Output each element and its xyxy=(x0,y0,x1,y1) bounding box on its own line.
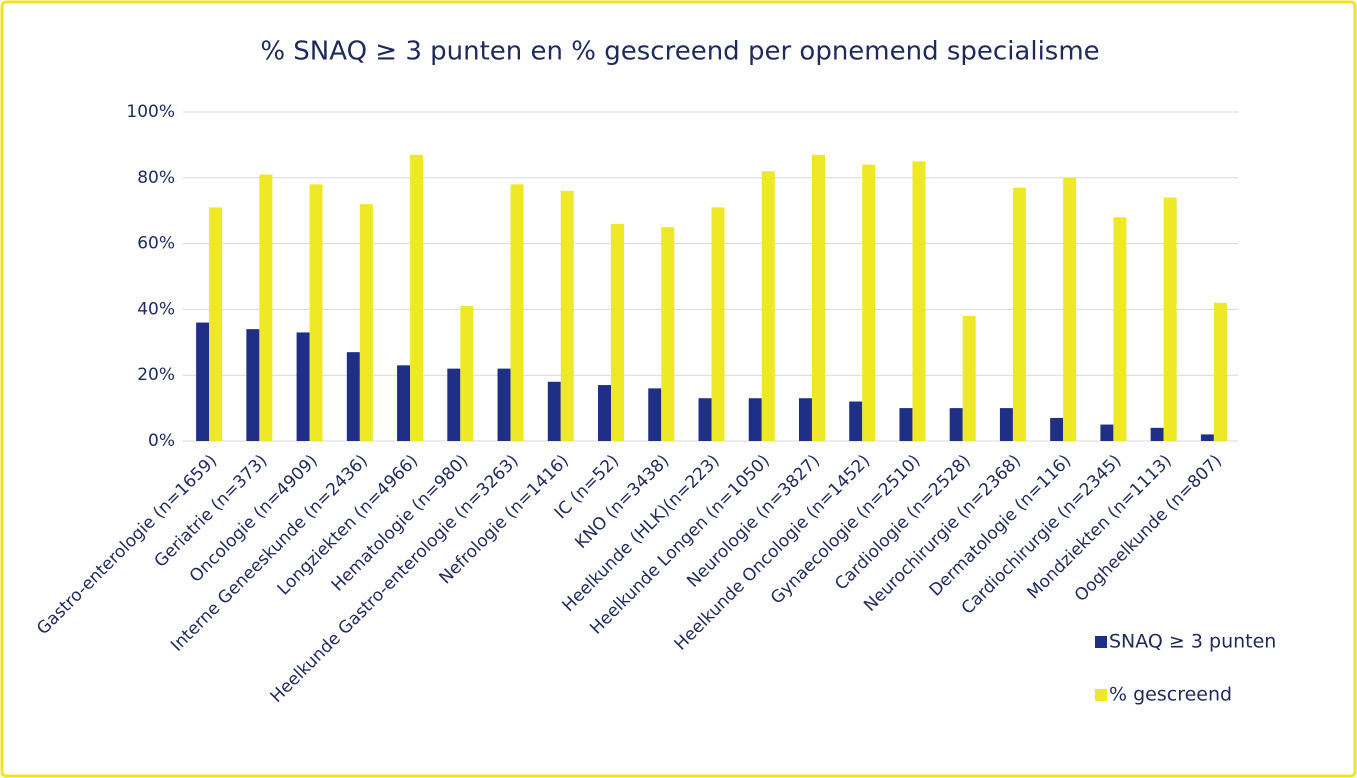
bar xyxy=(510,184,524,441)
bar xyxy=(196,322,210,441)
bar xyxy=(912,161,926,441)
bar xyxy=(711,207,725,441)
chart-title: % SNAQ ≥ 3 punten en % gescreend per opn… xyxy=(260,37,1099,67)
y-tick-label: 100% xyxy=(126,102,175,122)
bar xyxy=(811,154,825,441)
bar xyxy=(1050,417,1064,441)
bar xyxy=(1012,187,1026,441)
bar xyxy=(460,306,474,441)
bar xyxy=(611,223,625,441)
bar xyxy=(698,398,712,441)
bar xyxy=(1200,434,1214,441)
y-tick-label: 0% xyxy=(148,431,175,451)
bar xyxy=(296,332,310,441)
bar xyxy=(359,204,373,441)
legend-label: SNAQ ≥ 3 punten xyxy=(1109,631,1276,653)
bar xyxy=(798,398,812,441)
bar xyxy=(598,385,612,441)
bar xyxy=(899,408,913,441)
legend-label: % gescreend xyxy=(1109,684,1232,706)
bar xyxy=(397,365,411,441)
bar xyxy=(849,401,863,441)
bar xyxy=(661,227,675,441)
bar xyxy=(862,164,876,441)
bar xyxy=(761,171,775,441)
bar xyxy=(547,381,561,441)
bar xyxy=(949,408,963,441)
y-tick-label: 80% xyxy=(137,168,175,188)
y-tick-label: 20% xyxy=(137,365,175,385)
bar xyxy=(309,184,323,441)
y-tick-label: 60% xyxy=(137,234,175,254)
legend-swatch xyxy=(1095,689,1107,701)
bar xyxy=(1100,424,1114,441)
bar xyxy=(1150,427,1164,441)
bar xyxy=(209,207,223,441)
bar xyxy=(748,398,762,441)
bar xyxy=(962,315,976,441)
y-tick-label: 40% xyxy=(137,299,175,319)
bar xyxy=(1113,217,1127,441)
bar xyxy=(1163,197,1177,441)
bar xyxy=(999,408,1013,441)
bar xyxy=(1063,177,1077,442)
bar xyxy=(346,352,360,441)
legend-swatch xyxy=(1095,636,1107,648)
bar xyxy=(648,388,662,441)
bar xyxy=(1213,302,1227,441)
bar xyxy=(447,368,461,441)
bar xyxy=(259,174,273,441)
bar xyxy=(560,190,574,441)
bar xyxy=(410,154,424,441)
bar xyxy=(246,329,260,441)
bar xyxy=(497,368,511,441)
